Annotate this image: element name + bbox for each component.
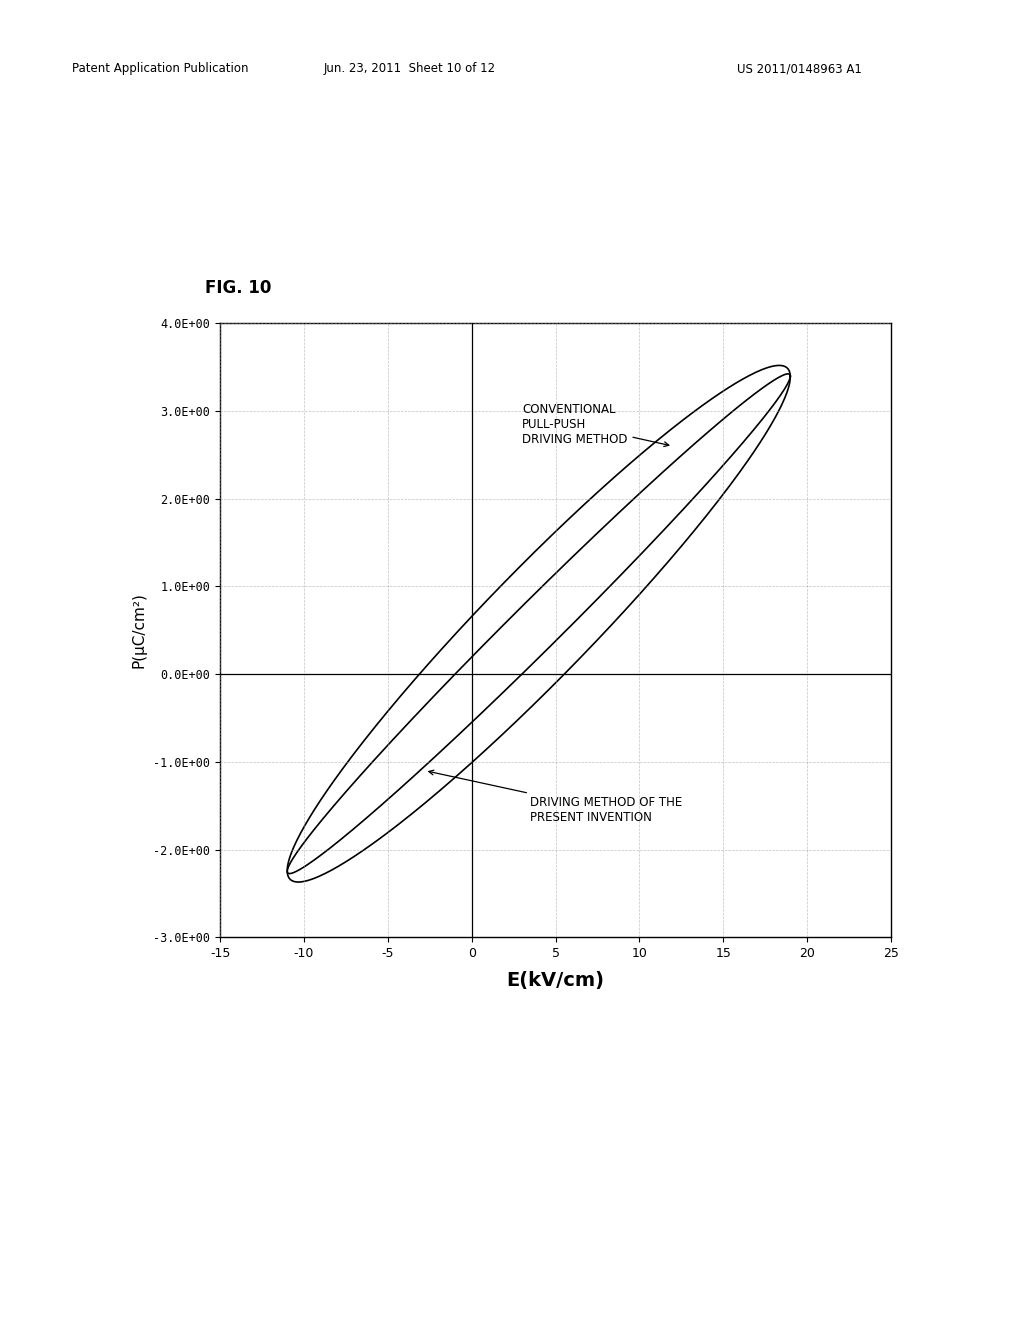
Text: Patent Application Publication: Patent Application Publication (72, 62, 248, 75)
Text: US 2011/0148963 A1: US 2011/0148963 A1 (737, 62, 862, 75)
Text: Jun. 23, 2011  Sheet 10 of 12: Jun. 23, 2011 Sheet 10 of 12 (324, 62, 496, 75)
Text: DRIVING METHOD OF THE
PRESENT INVENTION: DRIVING METHOD OF THE PRESENT INVENTION (429, 770, 683, 824)
Y-axis label: P(μC/cm²): P(μC/cm²) (131, 593, 146, 668)
Text: CONVENTIONAL
PULL-PUSH
DRIVING METHOD: CONVENTIONAL PULL-PUSH DRIVING METHOD (522, 403, 669, 446)
X-axis label: E(kV/cm): E(kV/cm) (507, 972, 604, 990)
Text: FIG. 10: FIG. 10 (205, 279, 271, 297)
